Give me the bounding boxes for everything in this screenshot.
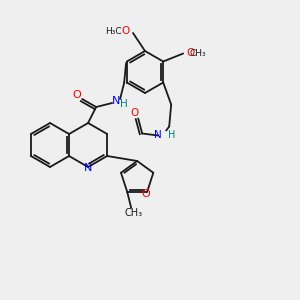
Text: N: N <box>154 130 162 140</box>
Text: CH₃: CH₃ <box>190 49 206 58</box>
Text: H: H <box>168 130 175 140</box>
Text: N: N <box>112 96 120 106</box>
Text: CH₃: CH₃ <box>124 208 142 218</box>
Text: H: H <box>120 99 128 109</box>
Text: N: N <box>84 163 92 173</box>
Text: O: O <box>121 26 129 36</box>
Text: O: O <box>186 49 194 58</box>
Text: O: O <box>142 189 151 199</box>
Text: H₃C: H₃C <box>105 26 121 35</box>
Text: O: O <box>130 107 138 118</box>
Text: O: O <box>73 90 82 100</box>
